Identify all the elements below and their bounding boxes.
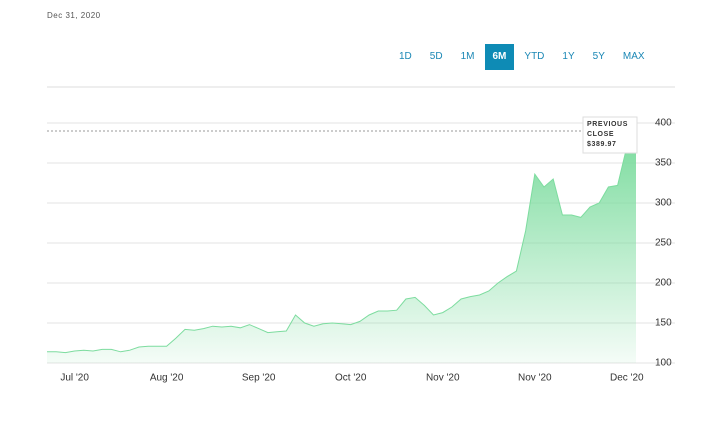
range-button[interactable]: 1Y [562, 51, 575, 62]
y-tick-label: 400 [655, 118, 672, 129]
y-tick-label: 350 [655, 158, 672, 169]
x-tick-label: Jul '20 [60, 373, 89, 384]
range-button[interactable]: 5D [429, 51, 443, 62]
x-tick-label: Oct '20 [335, 373, 367, 384]
x-tick-label: Sep '20 [242, 373, 276, 384]
previous-close-label: CLOSE [587, 131, 614, 138]
y-tick-label: 200 [655, 278, 672, 289]
x-tick-label: Dec '20 [610, 373, 644, 384]
x-tick-label: Aug '20 [150, 373, 184, 384]
date: Dec 31, 2020 [47, 11, 101, 20]
range-button[interactable]: 1M [460, 51, 475, 62]
area [47, 137, 636, 363]
line [47, 137, 637, 354]
y-tick-label: 150 [655, 318, 672, 329]
previous-close-value: $389.97 [587, 141, 617, 148]
range-button[interactable]: MAX [622, 51, 645, 62]
range-button[interactable]: 6M [484, 44, 515, 70]
range-button[interactable]: YTD [524, 51, 545, 62]
y-tick-label: 100 [655, 358, 672, 369]
range-button[interactable]: 1D [399, 51, 412, 62]
range-button[interactable]: 5Y [592, 51, 605, 62]
y-tick-label: 300 [655, 198, 672, 209]
range-buttons: 1D 5D 1M 6M YTD 1Y 5Y MAX [391, 44, 655, 70]
x-tick-label: Nov '20 [518, 373, 552, 384]
previous-close-box [582, 116, 638, 154]
y-tick-label: 250 [655, 238, 672, 249]
x-tick-label: Nov '20 [426, 373, 460, 384]
previous-close-label: PREVIOUS [587, 121, 628, 128]
